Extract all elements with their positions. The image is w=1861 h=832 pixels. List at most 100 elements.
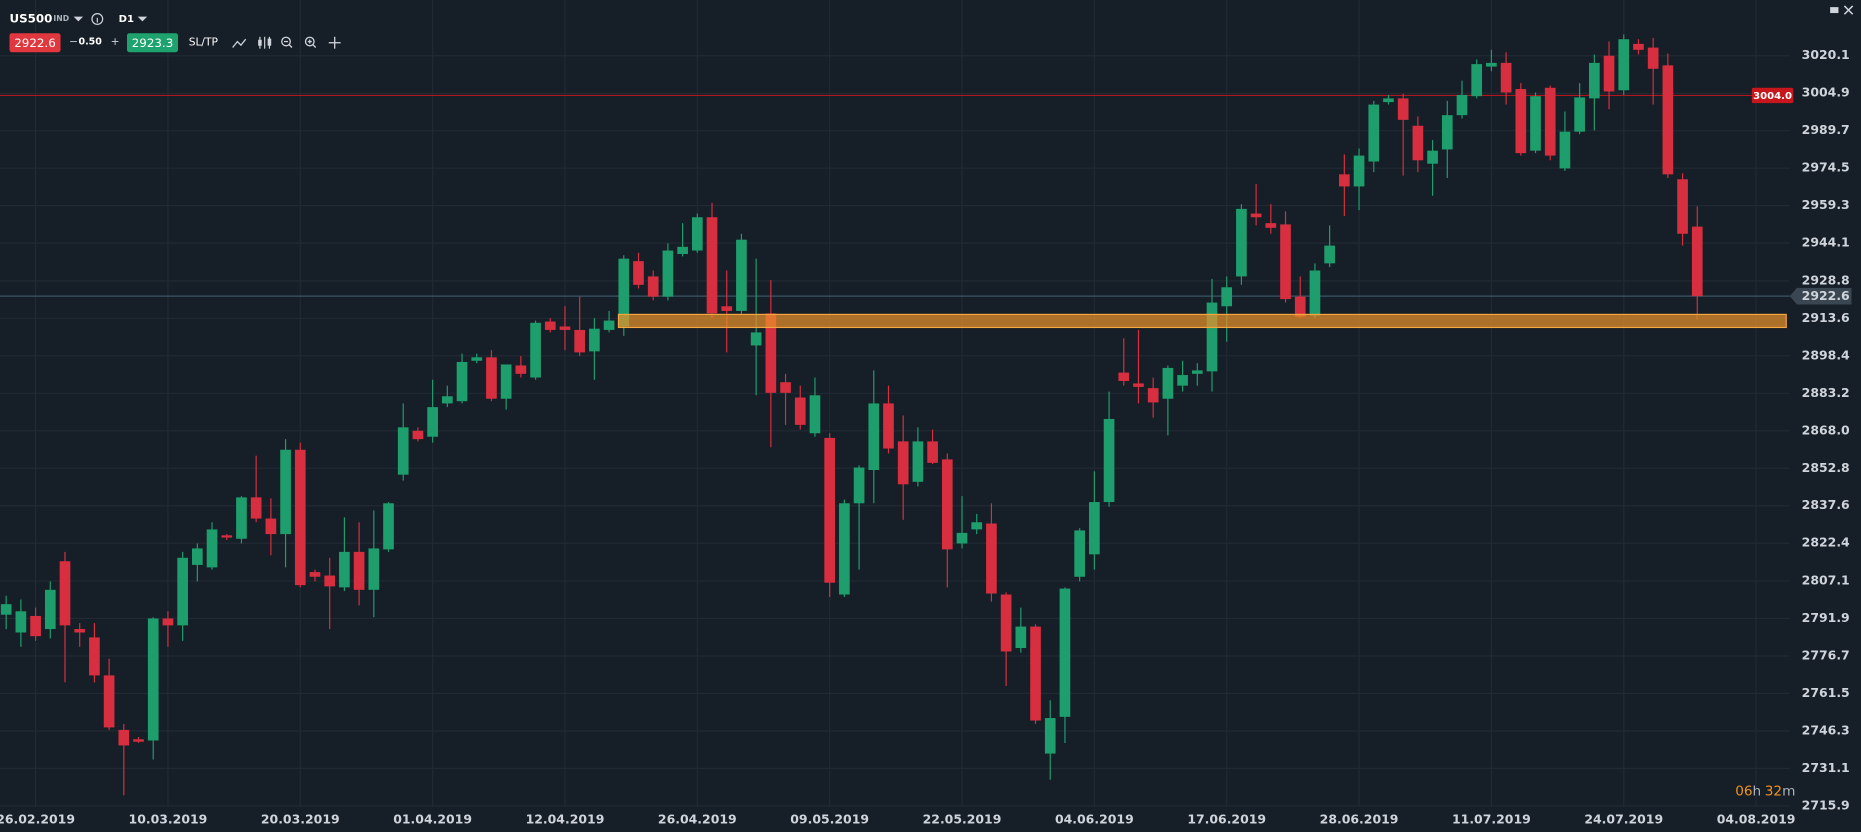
- y-tick-label: 2837.6: [1802, 497, 1850, 512]
- support-zone: [617, 313, 1787, 329]
- symbol-dropdown[interactable]: [73, 16, 84, 22]
- lot-minus[interactable]: −: [69, 35, 78, 48]
- candle-body: [1662, 65, 1674, 175]
- y-tick-label: 2868.0: [1802, 422, 1850, 437]
- candle-body: [44, 589, 56, 630]
- candle-body: [750, 332, 762, 346]
- candle-body: [1544, 87, 1556, 156]
- line-chart-icon[interactable]: [232, 38, 247, 48]
- candle-body: [706, 217, 718, 314]
- candle-body: [74, 629, 86, 633]
- price-level-tag: [1751, 87, 1794, 104]
- candle-body: [986, 523, 997, 594]
- timeframe[interactable]: D1: [119, 14, 134, 25]
- candle-body: [1030, 626, 1041, 721]
- last-price-tag: [1789, 287, 1852, 305]
- lot-size[interactable]: 0.50: [78, 37, 102, 48]
- sell-price[interactable]: 2922.6: [14, 36, 56, 50]
- candle-body: [1265, 223, 1277, 228]
- x-tick-label: 26.02.2019: [0, 812, 75, 827]
- candle-body: [309, 572, 321, 577]
- candle-countdown: 06h 32m: [1735, 784, 1795, 800]
- candle-body: [353, 551, 365, 590]
- candle-body: [839, 503, 850, 595]
- candle-body: [1000, 594, 1012, 652]
- candle-body: [691, 217, 703, 251]
- last-price-label: 2922.6: [1802, 288, 1850, 303]
- candle-body: [794, 397, 806, 425]
- candle-body: [147, 618, 159, 741]
- candle-body: [59, 561, 71, 626]
- info-icon[interactable]: [91, 13, 104, 25]
- candle-icon[interactable]: [258, 36, 272, 49]
- candle-body: [471, 357, 483, 361]
- grid: [0, 0, 1790, 808]
- plot-area: [0, 34, 1790, 796]
- x-tick-label: 11.07.2019: [1452, 812, 1531, 827]
- x-tick-label: 12.04.2019: [526, 812, 605, 827]
- candle-body: [1647, 47, 1659, 69]
- symbol[interactable]: US500: [9, 11, 52, 25]
- candle-body: [1191, 370, 1203, 374]
- candle-body: [824, 437, 836, 583]
- y-tick-label: 2822.4: [1802, 535, 1850, 550]
- candle-body: [1559, 131, 1571, 169]
- candle-body: [236, 497, 247, 539]
- candle-body: [118, 729, 130, 746]
- candle-body: [1397, 98, 1409, 120]
- sltp-button[interactable]: SL/TP: [189, 36, 219, 49]
- candle-body: [15, 611, 27, 633]
- candle-body: [868, 403, 880, 470]
- sell-button[interactable]: [9, 33, 61, 53]
- zoom-out-icon[interactable]: [281, 36, 293, 48]
- y-tick-label: 2761.5: [1802, 685, 1850, 700]
- candle-body: [30, 615, 41, 637]
- candle-body: [618, 258, 630, 327]
- lot-plus[interactable]: +: [111, 35, 120, 48]
- candle-body: [1280, 224, 1291, 300]
- timeframe-dropdown[interactable]: [137, 16, 148, 22]
- candle-body: [662, 250, 674, 297]
- candle-body: [89, 637, 100, 676]
- candle-body: [383, 503, 394, 550]
- candle-body: [1486, 62, 1497, 67]
- x-tick-label: 04.08.2019: [1717, 812, 1796, 827]
- candle-body: [589, 328, 600, 352]
- candle-body: [912, 441, 924, 482]
- candle-body: [1633, 43, 1644, 50]
- crosshair-icon[interactable]: [328, 36, 341, 49]
- candle-body: [221, 535, 233, 538]
- buy-button[interactable]: [126, 33, 179, 53]
- candle-body: [177, 557, 188, 626]
- candle-body: [971, 522, 983, 530]
- y-tick-label: 2928.8: [1802, 272, 1850, 287]
- x-tick-label: 01.04.2019: [393, 812, 472, 827]
- candle-body: [544, 321, 556, 330]
- x-tick-label: 22.05.2019: [923, 812, 1002, 827]
- candle-body: [1383, 98, 1394, 103]
- candle-body: [441, 396, 453, 404]
- candle-body: [1324, 245, 1335, 264]
- candle-body: [941, 459, 953, 550]
- candle-body: [1059, 588, 1071, 717]
- candle-body: [677, 246, 688, 254]
- candle-body: [1147, 388, 1159, 403]
- candle-body: [412, 430, 424, 440]
- close-button[interactable]: [1843, 5, 1854, 15]
- candle-body: [1677, 179, 1688, 234]
- candle-body: [0, 604, 12, 615]
- candle-body: [721, 306, 733, 311]
- buy-price[interactable]: 2923.3: [132, 36, 174, 50]
- candle-body: [456, 361, 468, 402]
- candle-body: [515, 365, 527, 374]
- candle-body: [1353, 155, 1365, 187]
- minimize-button[interactable]: [1830, 7, 1839, 14]
- candle-body: [1515, 89, 1527, 154]
- y-tick-label: 2913.6: [1802, 310, 1850, 325]
- candle-body: [324, 575, 336, 587]
- candle-body: [206, 529, 218, 568]
- candle-body: [1574, 97, 1585, 132]
- zoom-in-icon[interactable]: [304, 36, 317, 48]
